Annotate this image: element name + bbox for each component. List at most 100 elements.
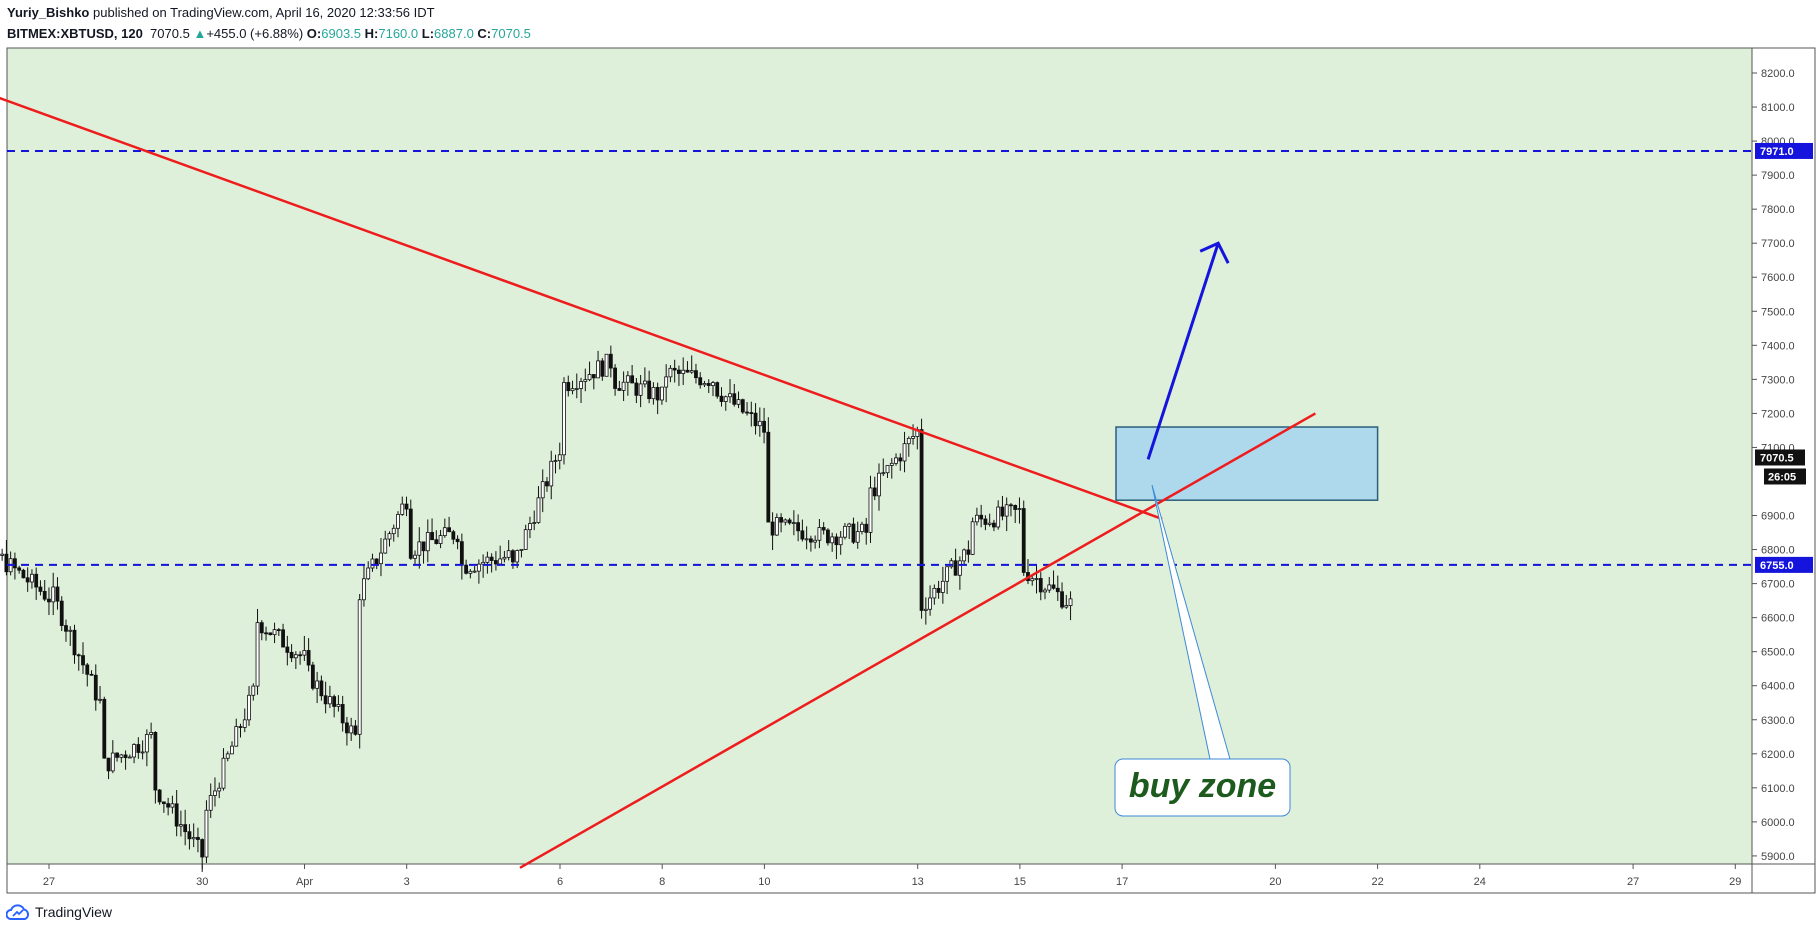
candle-body — [566, 382, 571, 392]
candle-body — [715, 382, 720, 397]
candle-body — [76, 654, 81, 657]
candle-body — [506, 550, 511, 558]
candle-body — [672, 367, 677, 371]
candle-body — [970, 521, 975, 555]
candle-body — [651, 386, 656, 400]
candle-body — [447, 527, 451, 533]
x-tick-label: 27 — [43, 876, 55, 888]
candle-body — [532, 522, 537, 524]
candle-body — [259, 622, 264, 634]
candle-body — [421, 541, 426, 552]
candle-body — [251, 685, 256, 696]
candle-body — [166, 803, 171, 808]
candle-body — [149, 731, 154, 735]
candle-body — [664, 376, 669, 388]
candle-body — [1038, 578, 1043, 593]
candle-body — [992, 522, 996, 528]
candle-body — [732, 393, 737, 405]
candle-body — [81, 655, 85, 666]
candle-body — [549, 460, 554, 487]
candle-body — [694, 370, 698, 379]
candle-body — [459, 541, 464, 566]
candle-body — [983, 518, 988, 525]
candle-body — [179, 824, 183, 827]
candle-body — [783, 519, 788, 523]
candle-body — [366, 567, 371, 580]
candle-body — [987, 522, 992, 525]
candle-body — [957, 560, 962, 576]
candle-body — [276, 629, 281, 632]
candle-body — [774, 517, 779, 536]
candle-body — [889, 462, 894, 466]
candle-body — [1051, 584, 1056, 589]
candle-body — [157, 789, 162, 803]
candle-body — [902, 443, 907, 462]
candle-body — [374, 558, 379, 565]
candle-body — [442, 527, 447, 537]
chart-frame — [6, 47, 1816, 894]
candle-body — [396, 514, 400, 529]
close-value: 7070.5 — [491, 26, 531, 41]
candle-body — [268, 632, 273, 636]
candle-body — [1000, 506, 1005, 517]
candle-body — [357, 599, 362, 735]
candle-body — [370, 558, 375, 569]
buy-zone-rect — [1115, 426, 1379, 501]
candle-body — [183, 824, 188, 833]
candle-body — [153, 731, 158, 791]
candle-body — [298, 654, 303, 657]
candle-body — [872, 487, 877, 497]
y-tick-label: 6900.0 — [1761, 511, 1795, 523]
candle-body — [34, 573, 39, 588]
candle-body — [579, 381, 583, 389]
symbol-label[interactable]: BITMEX:XBTUSD, 120 — [7, 26, 143, 41]
author-name[interactable]: Yuriy_Bishko — [7, 5, 90, 20]
candle-body — [217, 787, 222, 792]
candle-body — [953, 560, 958, 576]
candle-body — [451, 531, 456, 540]
y-tick-label: 8200.0 — [1761, 68, 1795, 80]
candle-body — [144, 734, 149, 753]
candle-body — [834, 536, 839, 546]
tradingview-footer[interactable]: TradingView — [6, 904, 112, 920]
x-tick-label: 24 — [1474, 876, 1486, 888]
candle-body — [898, 457, 903, 462]
candle-body — [494, 560, 498, 565]
candle-body — [906, 437, 911, 445]
candle-body — [800, 530, 805, 540]
candle-body — [945, 566, 950, 582]
candle-body — [647, 380, 652, 400]
candle-body — [136, 744, 141, 753]
publish-info: published on TradingView.com, April 16, … — [93, 5, 435, 20]
candle-body — [706, 383, 711, 386]
candle-body — [238, 726, 243, 728]
candle-body — [430, 532, 434, 541]
candle-body — [310, 664, 315, 689]
candle-body — [379, 552, 383, 565]
candle-body — [936, 587, 941, 593]
candle-body — [677, 369, 681, 374]
candle-body — [600, 360, 605, 377]
candle-body — [242, 719, 247, 728]
open-value: 6903.5 — [321, 26, 362, 41]
candle-body — [919, 429, 924, 611]
price-change: +455.0 (+6.88%) — [206, 26, 304, 41]
candle-body — [247, 694, 251, 721]
trendline — [519, 412, 1317, 869]
level-price-label: 7971.0 — [1760, 146, 1794, 158]
last-price: 7070.5 — [150, 26, 190, 41]
y-tick-label: 6700.0 — [1761, 579, 1795, 591]
candle-body — [736, 399, 741, 405]
candle-body — [140, 751, 145, 754]
candle-body — [293, 654, 298, 659]
candle-body — [749, 412, 754, 414]
candle-body — [200, 839, 205, 858]
candle-body — [779, 517, 783, 523]
x-tick-label: 3 — [404, 876, 410, 888]
tradingview-brand: TradingView — [35, 904, 113, 920]
y-tick-label: 6000.0 — [1761, 817, 1795, 829]
candle-body — [877, 472, 881, 497]
candle-body — [808, 538, 813, 543]
y-tick-label: 6600.0 — [1761, 613, 1795, 625]
